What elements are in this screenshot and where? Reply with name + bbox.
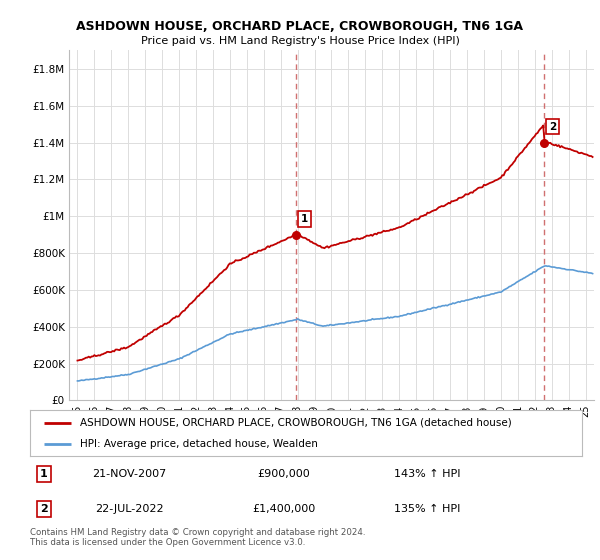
Text: Contains HM Land Registry data © Crown copyright and database right 2024.
This d: Contains HM Land Registry data © Crown c… bbox=[30, 528, 365, 547]
Text: 143% ↑ HPI: 143% ↑ HPI bbox=[394, 469, 461, 479]
Text: ASHDOWN HOUSE, ORCHARD PLACE, CROWBOROUGH, TN6 1GA (detached house): ASHDOWN HOUSE, ORCHARD PLACE, CROWBOROUG… bbox=[80, 418, 511, 428]
Text: 1: 1 bbox=[40, 469, 47, 479]
Text: HPI: Average price, detached house, Wealden: HPI: Average price, detached house, Weal… bbox=[80, 439, 317, 449]
Text: 22-JUL-2022: 22-JUL-2022 bbox=[95, 504, 164, 514]
Text: Price paid vs. HM Land Registry's House Price Index (HPI): Price paid vs. HM Land Registry's House … bbox=[140, 36, 460, 46]
Text: £900,000: £900,000 bbox=[257, 469, 310, 479]
Text: 135% ↑ HPI: 135% ↑ HPI bbox=[394, 504, 461, 514]
Text: £1,400,000: £1,400,000 bbox=[252, 504, 316, 514]
Text: 1: 1 bbox=[301, 214, 308, 224]
Text: 2: 2 bbox=[40, 504, 47, 514]
Text: ASHDOWN HOUSE, ORCHARD PLACE, CROWBOROUGH, TN6 1GA: ASHDOWN HOUSE, ORCHARD PLACE, CROWBOROUG… bbox=[77, 20, 523, 32]
Text: 21-NOV-2007: 21-NOV-2007 bbox=[92, 469, 166, 479]
Text: 2: 2 bbox=[549, 122, 556, 132]
